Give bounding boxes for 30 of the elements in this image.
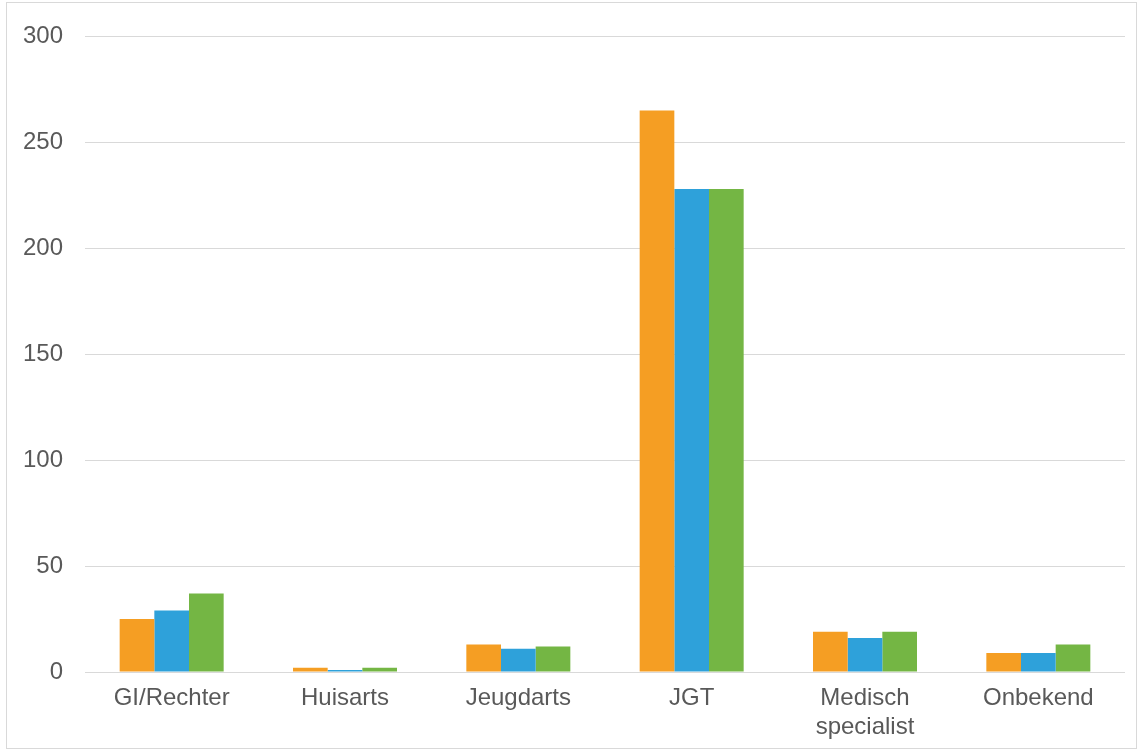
- y-tick-label: 250: [22, 126, 63, 154]
- x-tick-label: Onbekend: [982, 683, 1094, 711]
- bar: [1021, 652, 1056, 672]
- y-tick-label: 300: [22, 21, 63, 49]
- bar: [189, 593, 224, 672]
- bar: [466, 644, 501, 672]
- x-tick-label: Jeugdarts: [465, 683, 572, 711]
- bar: [986, 652, 1021, 672]
- y-tick-label: 200: [22, 232, 63, 260]
- bar: [119, 619, 155, 672]
- bar: [154, 610, 189, 672]
- y-tick-label: 0: [49, 656, 63, 684]
- bar: [362, 667, 397, 672]
- y-tick-label: 150: [22, 338, 63, 366]
- bar: [674, 188, 709, 672]
- bar: [709, 188, 744, 672]
- bar: [813, 631, 848, 672]
- bar: [293, 667, 328, 672]
- y-tick-label: 100: [22, 444, 63, 472]
- x-tick-label: JGT: [669, 683, 715, 711]
- x-tick-label: Medisch specialist: [815, 683, 915, 739]
- y-tick-label: 50: [36, 550, 63, 578]
- bar: [535, 646, 571, 672]
- bar: [501, 648, 536, 672]
- bar: [882, 631, 917, 672]
- bar: [847, 638, 883, 672]
- bar: [1055, 644, 1091, 672]
- x-tick-label: Huisarts: [300, 683, 390, 711]
- x-tick-label: GI/Rechter: [113, 683, 230, 711]
- bar: [639, 110, 675, 672]
